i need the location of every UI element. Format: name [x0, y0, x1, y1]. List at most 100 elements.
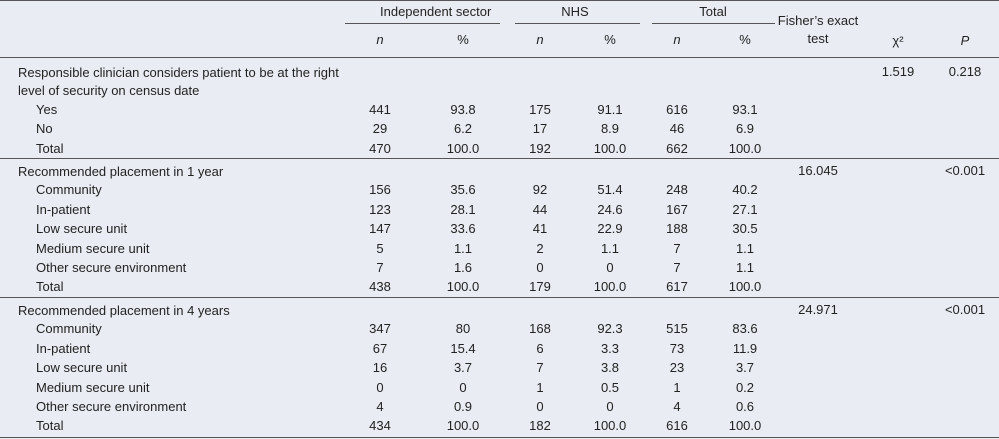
group-rule	[515, 23, 640, 24]
row-label: Other secure environment	[36, 399, 187, 414]
rule	[0, 0, 999, 1]
cell: 347	[369, 321, 391, 337]
cell: 100.0	[728, 279, 762, 295]
row-label: Community	[36, 182, 102, 198]
chi-header: χ²	[892, 33, 904, 48]
row-label: Low secure unit	[36, 360, 128, 376]
cell: 7	[376, 260, 384, 275]
p-value: <0.001	[944, 163, 986, 178]
fisher-value: 24.971	[798, 302, 838, 317]
cell: 168	[529, 321, 551, 337]
row-label: Low secure unit	[36, 221, 128, 237]
cell: 175	[529, 102, 551, 117]
fisher-header: Fisher’s exact test	[777, 13, 859, 46]
cell: 2	[536, 240, 544, 256]
cell: 80	[455, 321, 471, 337]
cell: 179	[529, 279, 551, 295]
sub-header: n	[536, 32, 544, 47]
cell: 8.9	[600, 121, 620, 137]
cell: 188	[666, 221, 688, 237]
cell: 6	[536, 340, 544, 356]
cell: 0	[536, 399, 544, 414]
cell: 100.0	[593, 279, 627, 295]
cell: 100.0	[446, 418, 480, 434]
row-label: Medium secure unit	[36, 240, 150, 256]
rule	[0, 297, 999, 298]
section-title: Recommended placement in 1 year	[18, 164, 224, 179]
cell: 182	[529, 418, 551, 434]
row-label: In-patient	[36, 340, 91, 356]
cell: 28.1	[450, 201, 476, 217]
cell: 41	[532, 221, 548, 237]
p-value: <0.001	[944, 302, 986, 317]
cell: 7	[673, 240, 681, 256]
cell: 0.2	[735, 379, 755, 395]
row-label: Community	[36, 321, 102, 337]
cell: 0.5	[600, 379, 620, 395]
cell: 100.0	[446, 140, 480, 156]
cell: 0	[376, 379, 384, 395]
cell: 24.6	[597, 201, 623, 217]
fisher-value: 16.045	[798, 163, 838, 178]
section-title: Recommended placement in 4 years	[18, 303, 230, 318]
cell: 192	[529, 140, 551, 156]
cell: 0	[606, 260, 614, 275]
sub-header: %	[739, 32, 751, 47]
cell: 33.6	[450, 221, 476, 237]
cell: 92.3	[597, 321, 623, 337]
cell: 3.8	[600, 360, 620, 376]
cell: 16	[372, 360, 388, 376]
row-label: Total	[36, 140, 64, 156]
cell: 0	[606, 399, 614, 414]
cell: 662	[666, 140, 688, 156]
cell: 67	[372, 340, 388, 356]
sub-header: %	[604, 32, 616, 47]
cell: 15.4	[450, 340, 476, 356]
cell: 23	[669, 360, 685, 376]
cell: 4	[673, 399, 681, 414]
cell: 44	[532, 201, 548, 217]
cell: 100.0	[728, 140, 762, 156]
cell: 0	[536, 260, 544, 275]
row-label: In-patient	[36, 201, 91, 217]
rule	[0, 158, 999, 159]
cell: 1	[536, 379, 544, 395]
cell: 73	[669, 340, 685, 356]
group-header: Independent sector	[380, 4, 492, 19]
cell: 616	[666, 102, 688, 117]
cell: 29	[372, 121, 388, 137]
cell: 27.1	[732, 201, 758, 217]
cell: 22.9	[597, 221, 623, 237]
cell: 93.8	[450, 102, 476, 117]
sub-header: n	[376, 32, 384, 47]
cell: 248	[666, 182, 688, 198]
cell: 156	[369, 182, 391, 198]
chi-value: 1.519	[881, 64, 915, 79]
rule	[0, 57, 999, 58]
cell: 123	[369, 201, 391, 217]
sub-header: %	[457, 32, 469, 47]
cell: 0	[459, 379, 467, 395]
cell: 0.6	[735, 399, 755, 414]
cell: 147	[369, 221, 391, 237]
cell: 7	[673, 260, 681, 275]
group-rule	[345, 23, 500, 24]
cell: 1.1	[735, 240, 755, 256]
cell: 46	[669, 121, 685, 137]
cell: 4	[376, 399, 384, 414]
row-label: Total	[36, 279, 64, 295]
cell: 93.1	[732, 102, 758, 117]
row-label: Other secure environment	[36, 260, 187, 275]
cell: 11.9	[732, 340, 758, 356]
cell: 0.9	[453, 399, 473, 414]
row-label: Total	[36, 418, 64, 434]
cell: 434	[369, 418, 391, 434]
cell: 438	[369, 279, 391, 295]
cell: 100.0	[593, 140, 627, 156]
cell: 83.6	[732, 321, 758, 337]
row-label: Yes	[36, 102, 58, 117]
cell: 616	[666, 418, 688, 434]
cell: 100.0	[593, 418, 627, 434]
cell: 7	[536, 360, 544, 376]
cell: 30.5	[732, 221, 758, 237]
